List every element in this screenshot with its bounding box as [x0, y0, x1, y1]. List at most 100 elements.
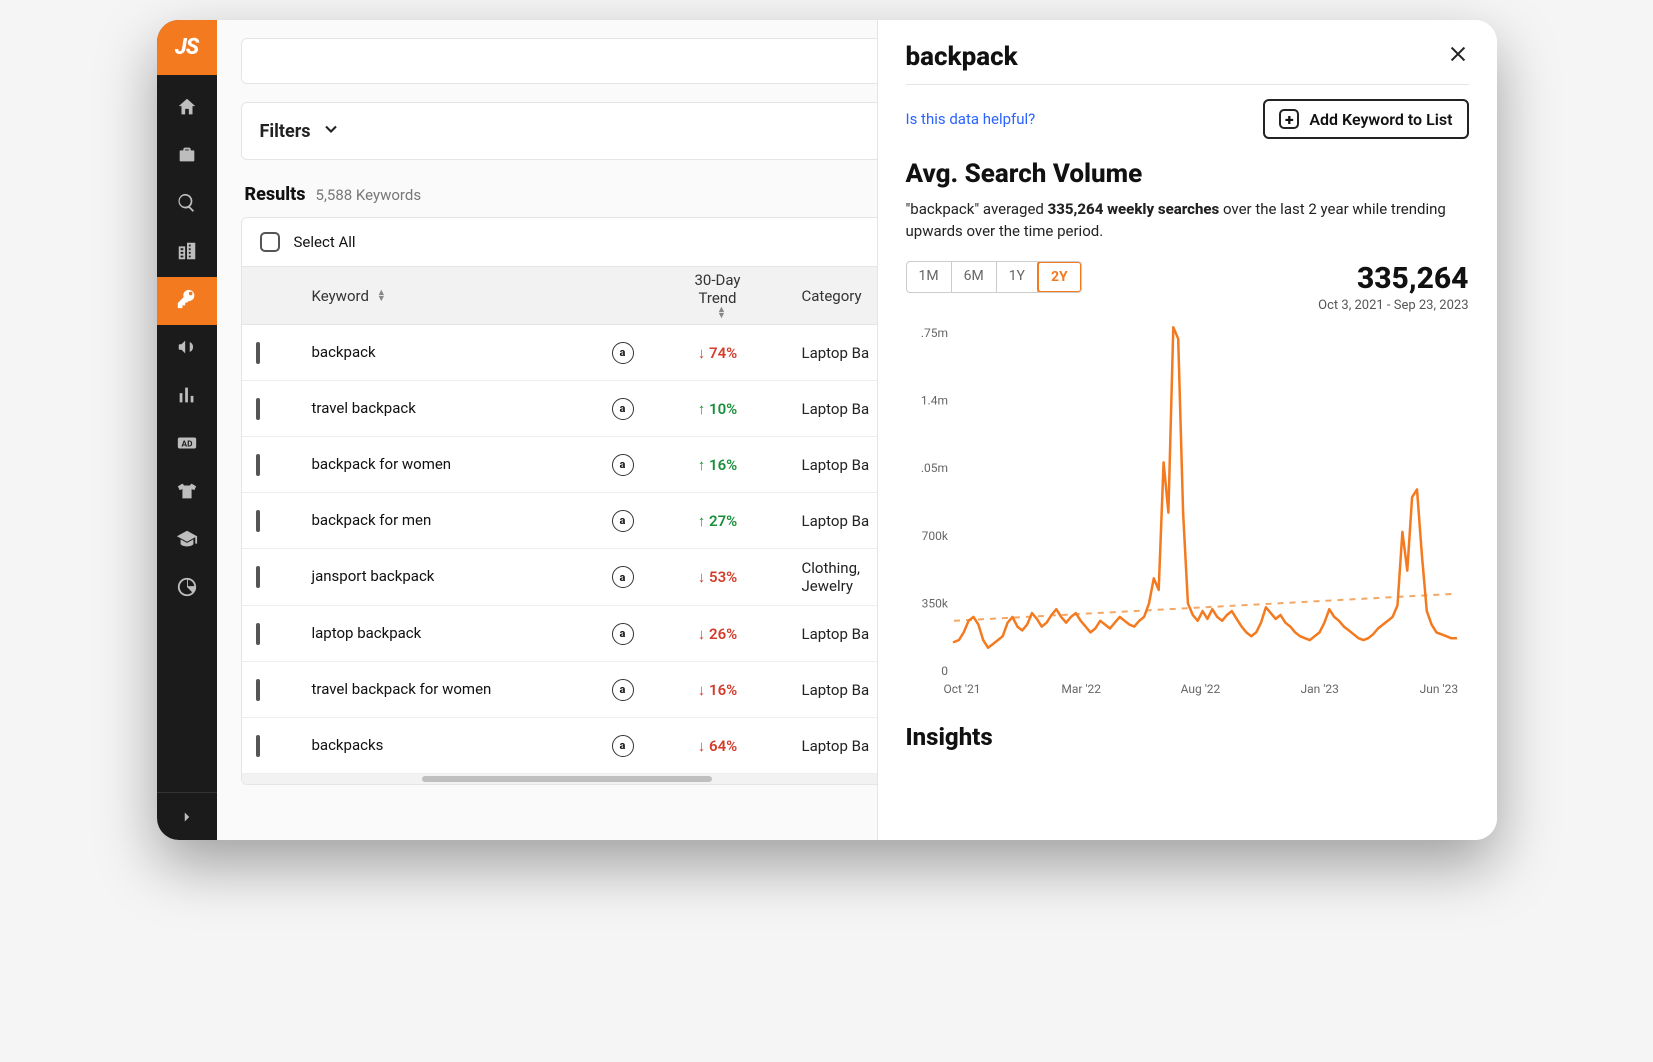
sidebar-item-buildings[interactable] — [157, 229, 217, 277]
svg-text:1.4m: 1.4m — [920, 393, 947, 407]
sidebar-item-education[interactable] — [157, 517, 217, 565]
amazon-icon[interactable]: a — [612, 342, 634, 364]
plus-icon: + — [1279, 109, 1299, 129]
brand-logo-text: JS — [175, 35, 198, 60]
section-title: Avg. Search Volume — [906, 159, 1469, 189]
app-window: JS AD Filters Results 5,588 Keywords Sel… — [157, 20, 1497, 840]
detail-panel: backpack Is this data helpful? + Add Key… — [877, 20, 1497, 840]
svg-text:Aug '22: Aug '22 — [1180, 682, 1220, 696]
summary-prefix: "backpack" averaged — [906, 200, 1048, 218]
keyword-text: travel backpack for women — [312, 680, 492, 700]
range-button-2y[interactable]: 2Y — [1037, 261, 1082, 293]
sidebar-item-key[interactable] — [157, 277, 217, 325]
row-checkbox[interactable] — [256, 510, 260, 532]
amazon-icon[interactable]: a — [612, 398, 634, 420]
range-button-1y[interactable]: 1Y — [997, 262, 1038, 292]
row-checkbox[interactable] — [256, 342, 260, 364]
chevron-down-icon — [321, 119, 341, 143]
col-trend-label1: 30-Day — [695, 272, 741, 289]
keyword-text: laptop backpack — [312, 624, 422, 644]
amazon-icon[interactable]: a — [612, 566, 634, 588]
sidebar-item-home[interactable] — [157, 85, 217, 133]
briefcase-icon — [176, 144, 198, 170]
ad-icon: AD — [176, 432, 198, 458]
add-keyword-label: Add Keyword to List — [1309, 110, 1452, 129]
trend-value: ↑ 10% — [648, 390, 788, 428]
col-trend[interactable]: 30-Day Trend ▲▼ — [648, 272, 788, 319]
range-button-6m[interactable]: 6M — [952, 262, 997, 292]
sidebar-item-pie[interactable] — [157, 565, 217, 613]
svg-text:Jan '23: Jan '23 — [1300, 682, 1338, 696]
summary-bold: 335,264 weekly searches — [1048, 200, 1220, 218]
keyword-text: jansport backpack — [312, 567, 435, 587]
amazon-icon[interactable]: a — [612, 454, 634, 476]
row-checkbox[interactable] — [256, 454, 260, 476]
svg-text:.75m: .75m — [920, 326, 947, 340]
tshirt-icon — [176, 480, 198, 506]
row-checkbox[interactable] — [256, 735, 260, 757]
range-button-1m[interactable]: 1M — [907, 262, 952, 292]
trend-value: ↓ 74% — [648, 334, 788, 372]
trend-value: ↑ 16% — [648, 446, 788, 484]
date-range: Oct 3, 2021 - Sep 23, 2023 — [1318, 298, 1468, 313]
education-icon — [176, 528, 198, 554]
time-range-buttons: 1M6M1Y2Y — [906, 261, 1082, 293]
amazon-icon[interactable]: a — [612, 510, 634, 532]
pie-icon — [176, 576, 198, 602]
row-checkbox[interactable] — [256, 623, 260, 645]
avg-volume-number: 335,264 — [1318, 261, 1468, 296]
keyword-text: backpack — [312, 343, 376, 363]
scrollbar-thumb[interactable] — [422, 776, 712, 782]
keyword-text: backpack for women — [312, 455, 452, 475]
sort-icon: ▲▼ — [717, 307, 726, 319]
svg-text:.05m: .05m — [920, 461, 947, 475]
trend-value: ↓ 16% — [648, 671, 788, 709]
keyword-text: backpacks — [312, 736, 384, 756]
row-checkbox[interactable] — [256, 679, 260, 701]
sidebar-item-tshirt[interactable] — [157, 469, 217, 517]
trend-value: ↓ 26% — [648, 615, 788, 653]
svg-text:Jun '23: Jun '23 — [1419, 682, 1457, 696]
amazon-icon[interactable]: a — [612, 735, 634, 757]
trend-value: ↑ 27% — [648, 502, 788, 540]
keyword-text: backpack for men — [312, 511, 432, 531]
row-checkbox[interactable] — [256, 566, 260, 588]
filters-label: Filters — [260, 121, 311, 142]
sidebar-item-briefcase[interactable] — [157, 133, 217, 181]
data-helpful-link[interactable]: Is this data helpful? — [906, 110, 1036, 128]
sidebar-item-search[interactable] — [157, 181, 217, 229]
amazon-icon[interactable]: a — [612, 679, 634, 701]
brand-logo[interactable]: JS — [157, 20, 217, 75]
bar-chart-icon — [176, 384, 198, 410]
select-all-checkbox[interactable] — [260, 232, 280, 252]
col-category-label: Category — [802, 287, 862, 305]
trend-value: ↓ 64% — [648, 727, 788, 765]
sidebar-expand-button[interactable] — [157, 792, 217, 840]
volume-summary: "backpack" averaged 335,264 weekly searc… — [906, 199, 1469, 243]
home-icon — [176, 96, 198, 122]
sidebar-item-megaphone[interactable] — [157, 325, 217, 373]
buildings-icon — [176, 240, 198, 266]
row-checkbox[interactable] — [256, 398, 260, 420]
add-keyword-button[interactable]: + Add Keyword to List — [1263, 99, 1468, 139]
svg-text:700k: 700k — [921, 528, 948, 542]
key-icon — [176, 288, 198, 314]
svg-text:AD: AD — [181, 440, 193, 450]
sidebar: JS AD — [157, 20, 217, 840]
svg-text:Oct '21: Oct '21 — [943, 682, 980, 696]
keyword-text: travel backpack — [312, 399, 416, 419]
col-keyword[interactable]: Keyword ▲▼ — [298, 287, 648, 305]
panel-title: backpack — [906, 42, 1018, 72]
svg-text:Mar '22: Mar '22 — [1061, 682, 1101, 696]
svg-text:0: 0 — [941, 664, 948, 678]
insights-title: Insights — [906, 723, 1469, 751]
results-title: Results — [245, 184, 306, 205]
sort-icon: ▲▼ — [377, 290, 386, 302]
svg-text:350k: 350k — [921, 596, 948, 610]
close-icon[interactable] — [1447, 43, 1469, 71]
results-count: 5,588 Keywords — [316, 186, 422, 204]
sidebar-item-ad[interactable]: AD — [157, 421, 217, 469]
sidebar-item-bar-chart[interactable] — [157, 373, 217, 421]
col-keyword-label: Keyword — [312, 287, 369, 305]
amazon-icon[interactable]: a — [612, 623, 634, 645]
